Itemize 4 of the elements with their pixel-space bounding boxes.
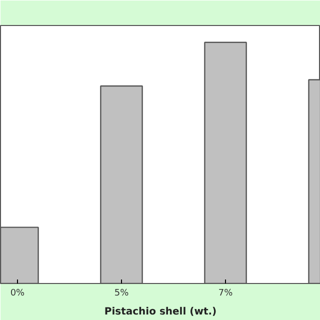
x-tick-label: 0% xyxy=(10,288,26,298)
x-tick-label: 7% xyxy=(218,288,234,298)
x-axis-title: Pistachio shell (wt.) xyxy=(104,306,217,318)
x-tick-label: 5% xyxy=(114,288,130,298)
